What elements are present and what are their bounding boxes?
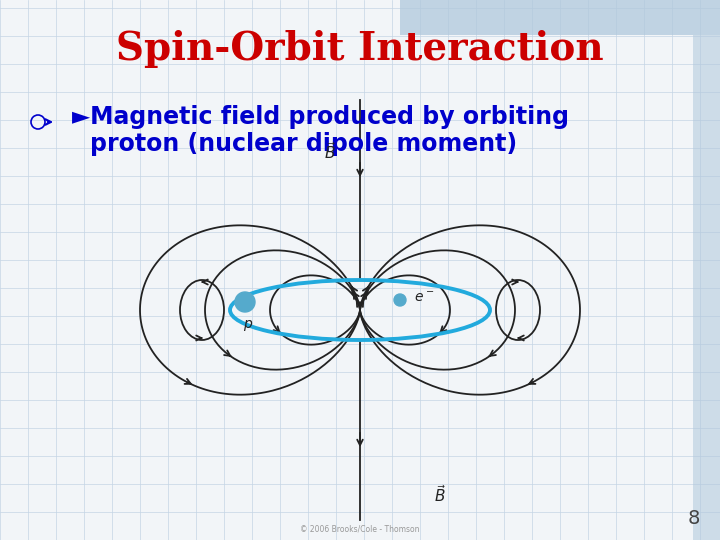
Bar [400,0,720,35]
Circle shape [394,294,406,306]
Text: $\vec{B}$: $\vec{B}$ [434,484,446,505]
Text: $\vec{B}$: $\vec{B}$ [324,141,336,163]
Text: proton (nuclear dipole moment): proton (nuclear dipole moment) [90,132,517,156]
Circle shape [235,292,255,312]
Text: 8: 8 [688,509,700,528]
Text: © 2006 Brooks/Cole - Thomson: © 2006 Brooks/Cole - Thomson [300,525,420,534]
Bar [693,35,720,540]
Text: $e^-$: $e^-$ [414,291,434,305]
Text: ►Magnetic field produced by orbiting: ►Magnetic field produced by orbiting [72,105,569,129]
Text: Spin-Orbit Interaction: Spin-Orbit Interaction [116,30,604,68]
Text: p: p [243,317,251,331]
